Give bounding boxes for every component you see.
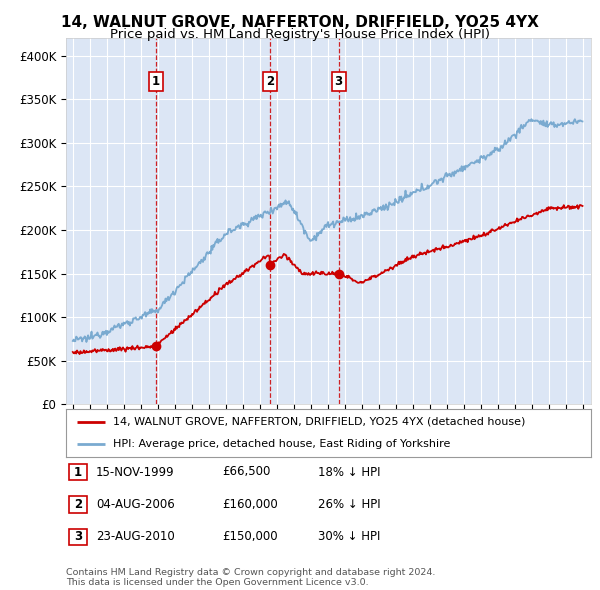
Text: Price paid vs. HM Land Registry's House Price Index (HPI): Price paid vs. HM Land Registry's House … — [110, 28, 490, 41]
Text: 2: 2 — [74, 498, 82, 511]
Text: 1: 1 — [151, 76, 160, 88]
Text: 18% ↓ HPI: 18% ↓ HPI — [318, 466, 380, 478]
Text: £150,000: £150,000 — [222, 530, 278, 543]
Text: 14, WALNUT GROVE, NAFFERTON, DRIFFIELD, YO25 4YX: 14, WALNUT GROVE, NAFFERTON, DRIFFIELD, … — [61, 15, 539, 30]
Text: 23-AUG-2010: 23-AUG-2010 — [96, 530, 175, 543]
Text: 2: 2 — [266, 76, 274, 88]
Text: 3: 3 — [334, 76, 343, 88]
Text: HPI: Average price, detached house, East Riding of Yorkshire: HPI: Average price, detached house, East… — [113, 439, 451, 449]
Text: 30% ↓ HPI: 30% ↓ HPI — [318, 530, 380, 543]
Text: 1: 1 — [74, 466, 82, 478]
Text: 04-AUG-2006: 04-AUG-2006 — [96, 498, 175, 511]
Text: 14, WALNUT GROVE, NAFFERTON, DRIFFIELD, YO25 4YX (detached house): 14, WALNUT GROVE, NAFFERTON, DRIFFIELD, … — [113, 417, 526, 427]
Text: 26% ↓ HPI: 26% ↓ HPI — [318, 498, 380, 511]
Text: 3: 3 — [74, 530, 82, 543]
Text: Contains HM Land Registry data © Crown copyright and database right 2024.
This d: Contains HM Land Registry data © Crown c… — [66, 568, 436, 587]
Text: £66,500: £66,500 — [222, 466, 271, 478]
Text: 15-NOV-1999: 15-NOV-1999 — [96, 466, 175, 478]
Text: £160,000: £160,000 — [222, 498, 278, 511]
